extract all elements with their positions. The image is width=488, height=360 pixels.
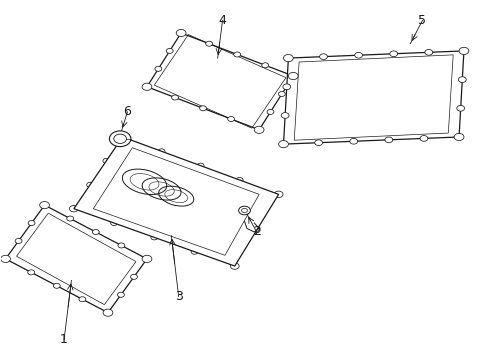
Polygon shape xyxy=(147,33,293,130)
Circle shape xyxy=(86,182,93,187)
Circle shape xyxy=(389,51,397,57)
Circle shape xyxy=(102,158,109,163)
Circle shape xyxy=(117,292,124,297)
Polygon shape xyxy=(5,205,147,313)
Circle shape xyxy=(283,54,293,62)
Circle shape xyxy=(155,66,162,71)
Circle shape xyxy=(253,228,260,233)
Circle shape xyxy=(151,235,158,240)
Circle shape xyxy=(261,63,268,68)
Circle shape xyxy=(456,105,464,111)
Circle shape xyxy=(103,309,113,316)
Circle shape xyxy=(40,202,49,209)
Circle shape xyxy=(238,206,250,215)
Circle shape xyxy=(236,177,243,183)
Circle shape xyxy=(453,134,463,140)
Circle shape xyxy=(281,113,288,118)
Circle shape xyxy=(266,109,273,114)
Circle shape xyxy=(205,41,212,46)
Circle shape xyxy=(354,52,362,58)
Circle shape xyxy=(419,135,427,141)
Circle shape xyxy=(191,249,198,254)
Circle shape xyxy=(230,263,239,269)
Circle shape xyxy=(118,134,127,140)
Circle shape xyxy=(0,255,10,262)
Circle shape xyxy=(349,138,357,144)
Text: 4: 4 xyxy=(218,14,226,27)
Circle shape xyxy=(458,47,468,54)
Text: 2: 2 xyxy=(252,225,260,238)
Circle shape xyxy=(92,229,99,234)
Circle shape xyxy=(319,54,327,59)
Circle shape xyxy=(457,77,465,82)
Circle shape xyxy=(15,238,22,243)
Text: 1: 1 xyxy=(60,333,68,346)
Circle shape xyxy=(278,91,285,96)
Text: 6: 6 xyxy=(123,105,131,118)
Polygon shape xyxy=(283,51,463,144)
Circle shape xyxy=(197,163,203,168)
Circle shape xyxy=(233,52,240,57)
Circle shape xyxy=(199,106,206,111)
Circle shape xyxy=(424,49,432,55)
Circle shape xyxy=(28,221,35,226)
Circle shape xyxy=(53,283,60,288)
Circle shape xyxy=(227,117,234,122)
Circle shape xyxy=(109,131,131,147)
Circle shape xyxy=(166,48,173,53)
Circle shape xyxy=(110,221,117,226)
Circle shape xyxy=(384,137,392,143)
Circle shape xyxy=(79,297,85,302)
Circle shape xyxy=(69,206,78,212)
Text: 5: 5 xyxy=(418,14,426,27)
Circle shape xyxy=(142,255,152,262)
Circle shape xyxy=(130,274,137,279)
Circle shape xyxy=(282,84,290,90)
Circle shape xyxy=(118,243,124,248)
Circle shape xyxy=(176,30,185,37)
Circle shape xyxy=(288,72,298,80)
Circle shape xyxy=(28,270,35,275)
Circle shape xyxy=(171,95,178,100)
Polygon shape xyxy=(74,137,278,266)
Circle shape xyxy=(67,216,73,221)
Text: 3: 3 xyxy=(174,290,182,303)
Circle shape xyxy=(142,83,152,90)
Circle shape xyxy=(314,140,322,145)
Circle shape xyxy=(274,191,283,198)
Circle shape xyxy=(278,140,288,148)
Circle shape xyxy=(254,126,264,134)
Circle shape xyxy=(158,149,164,154)
